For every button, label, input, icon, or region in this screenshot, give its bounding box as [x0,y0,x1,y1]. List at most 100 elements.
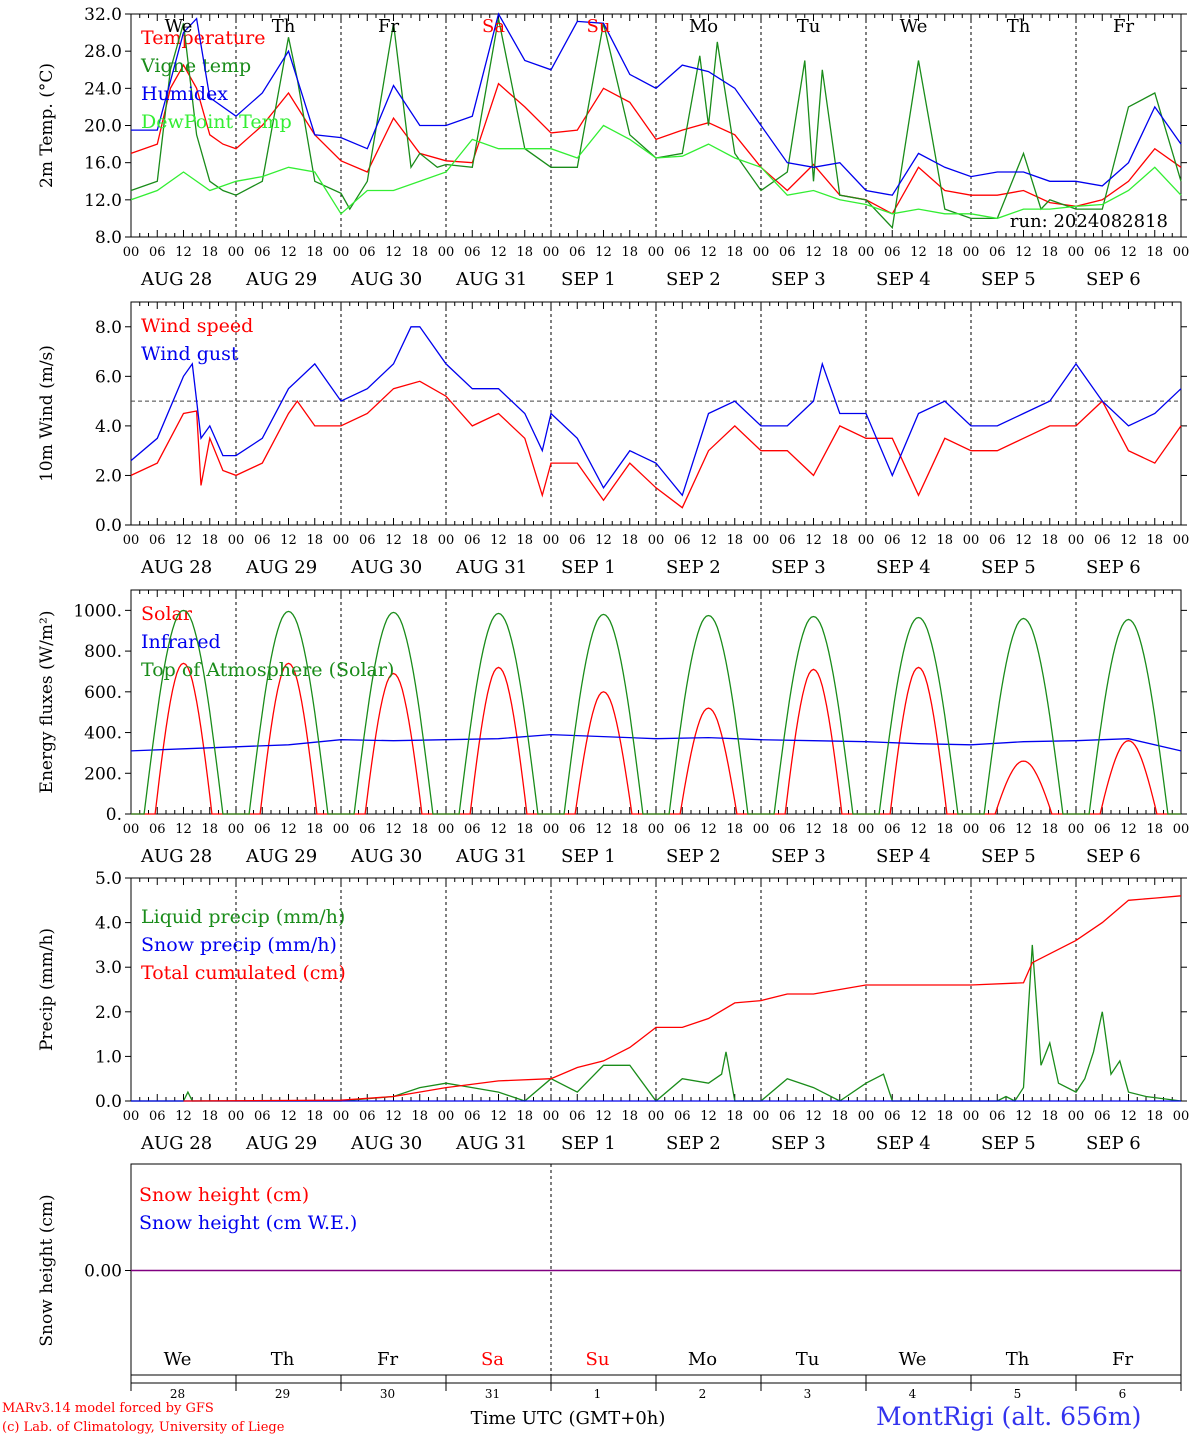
y-axis-label: Energy fluxes (W/m²) [37,611,57,794]
hour-tick-label: 06 [149,533,166,548]
hour-tick-label: 12 [1120,1109,1137,1124]
hour-tick-label: 18 [411,1109,428,1124]
hour-tick-label: 00 [963,1109,980,1124]
date-label: SEP 4 [876,1133,931,1154]
weekday-label: We [899,1349,927,1370]
hour-tick-label: 06 [779,533,796,548]
hour-tick-label: 06 [1094,245,1111,260]
hour-tick-label: 18 [621,245,638,260]
weekday-label: Fr [378,16,399,37]
date-label: SEP 1 [561,269,616,290]
hour-tick-label: 18 [306,533,323,548]
y-tick-label: 0.00 [84,1262,122,1282]
hour-tick-label: 12 [595,533,612,548]
hour-tick-label: 18 [201,533,218,548]
weekday-label: Su [587,16,611,37]
date-label: SEP 1 [561,846,616,867]
hour-tick-label: 12 [280,245,297,260]
date-label: SEP 5 [981,269,1036,290]
hour-tick-label: 00 [858,1109,875,1124]
day-number-label: 5 [1014,1387,1022,1401]
date-label: AUG 29 [245,269,317,290]
hour-tick-label: 00 [963,822,980,837]
hour-tick-label: 18 [831,1109,848,1124]
hour-tick-label: 06 [1094,822,1111,837]
hour-tick-label: 00 [228,245,245,260]
hour-tick-label: 00 [963,533,980,548]
date-label: AUG 31 [455,846,527,867]
hour-tick-label: 06 [149,1109,166,1124]
series-line-vigne-temp [130,18,1182,230]
day-number-label: 31 [485,1387,500,1401]
legend-entry: Wind gust [141,343,239,365]
hour-tick-label: 12 [595,1109,612,1124]
y-tick-label: 32.0 [84,5,122,25]
date-label: SEP 3 [771,269,826,290]
hour-tick-label: 06 [989,1109,1006,1124]
hour-tick-label: 18 [1041,533,1058,548]
hour-tick-label: 18 [936,533,953,548]
date-label: SEP 1 [561,557,616,578]
plot-frame-2 [130,589,1182,815]
hour-tick-label: 18 [1146,245,1163,260]
hour-tick-label: 06 [884,245,901,260]
hour-tick-label: 06 [674,245,691,260]
credit-model: MARv3.14 model forced by GFS [2,1401,214,1416]
hour-tick-label: 00 [858,533,875,548]
y-tick-label: 5.0 [95,869,122,889]
hour-tick-label: 00 [333,533,350,548]
hour-tick-label: 18 [306,822,323,837]
date-label: AUG 28 [140,846,212,867]
y-tick-label: 3.0 [95,958,122,978]
hour-tick-label: 18 [726,245,743,260]
legend-entry: Snow precip (mm/h) [141,934,337,956]
hour-tick-label: 06 [884,1109,901,1124]
hour-tick-label: 12 [700,822,717,837]
date-label: SEP 4 [876,846,931,867]
hour-tick-label: 18 [726,1109,743,1124]
legend-entry: Snow height (cm) [139,1184,309,1206]
y-axis-label: 2m Temp. (°C) [37,63,57,188]
day-number-label: 6 [1119,1387,1127,1401]
y-tick-label: 1.0 [95,1047,122,1067]
hour-tick-label: 18 [201,245,218,260]
hour-tick-label: 06 [1094,533,1111,548]
hour-tick-label: 18 [621,1109,638,1124]
hour-tick-label: 18 [411,245,428,260]
hour-tick-label: 06 [569,533,586,548]
hour-tick-label: 00 [648,822,665,837]
hour-tick-label: 18 [726,533,743,548]
weekday-label: Mo [688,1349,717,1370]
weekday-label: Th [1006,1349,1030,1370]
hour-tick-label: 18 [201,822,218,837]
hour-tick-label: 00 [123,1109,140,1124]
hour-tick-label: 12 [1120,245,1137,260]
hour-tick-label: 12 [175,1109,192,1124]
hour-tick-label: 00 [858,822,875,837]
hour-tick-label: 00 [1068,822,1085,837]
y-tick-label: 8.0 [95,318,122,338]
hour-tick-label: 06 [674,822,691,837]
hour-tick-label: 12 [700,533,717,548]
day-number-label: 28 [170,1387,185,1401]
legend-entry: Total cumulated (cm) [141,962,346,984]
hour-tick-label: 06 [254,245,271,260]
series-line-humidex [131,12,1182,196]
y-tick-label: 6.0 [95,367,122,387]
hour-tick-label: 18 [201,1109,218,1124]
legend-entry: Snow height (cm W.E.) [139,1212,357,1234]
hour-tick-label: 06 [254,533,271,548]
hour-tick-label: 00 [858,245,875,260]
series-line-infrared [130,733,1182,752]
hour-tick-label: 06 [254,1109,271,1124]
hour-tick-label: 12 [805,245,822,260]
weekday-label: Tu [796,1349,820,1370]
hour-tick-label: 06 [779,1109,796,1124]
hour-tick-label: 12 [700,245,717,260]
hour-tick-label: 18 [831,822,848,837]
hour-tick-label: 18 [411,533,428,548]
hour-tick-label: 12 [910,1109,927,1124]
weekday-label: We [900,16,928,37]
date-label: SEP 2 [666,846,721,867]
hour-tick-label: 18 [936,822,953,837]
